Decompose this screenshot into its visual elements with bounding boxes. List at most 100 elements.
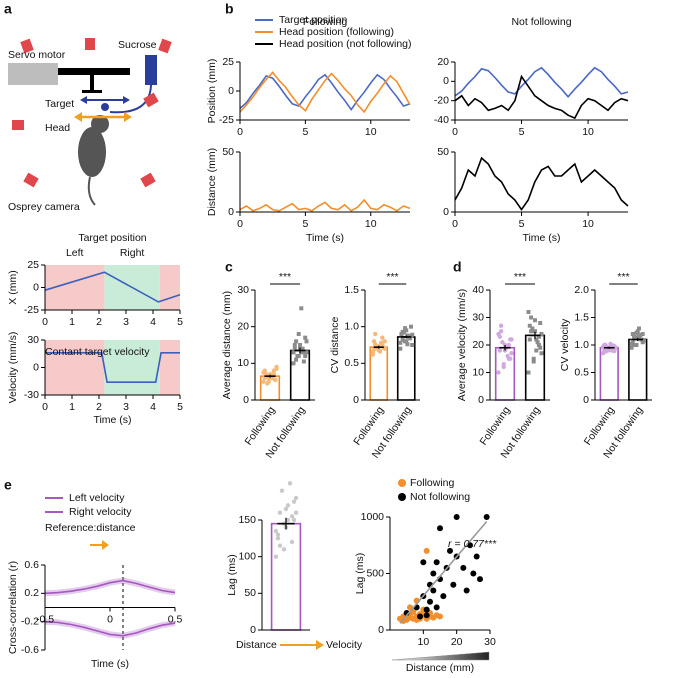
x-tick-label: 3 [123,401,129,413]
data-point [539,332,544,336]
data-point [529,329,534,334]
panel-label: b [225,1,234,17]
data-point [533,329,537,334]
data-point [477,576,483,583]
panel-label: c [225,259,233,275]
legend-label: Head position (not following) [279,38,412,50]
data-point [501,362,506,367]
y-tick-label: 1.5 [574,311,589,323]
data-point [531,356,536,361]
data-point [295,354,300,358]
data-point [498,323,504,328]
x-tick-label: 0 [42,316,48,328]
servo-motor [8,63,58,85]
data-point [423,547,430,554]
tube [109,84,152,114]
y-tick-label: 20 [472,339,484,351]
x-tick-label: 5 [302,218,308,230]
y-tick-label: 0 [243,394,249,406]
y-tick-label: 20 [437,56,449,68]
y-tick-label: 0 [443,206,449,218]
data-point [275,532,281,537]
y-tick-label: 20 [237,320,249,332]
diagram-label: Osprey camera [8,201,80,213]
camera [85,38,95,50]
data-point [293,510,299,515]
y-tick-label: 1.5 [344,284,359,296]
data-point [372,331,378,337]
y-axis-label: Velocity (mm/s) [7,332,19,404]
y-tick-label: 1000 [361,511,385,523]
y-tick-label: 0.5 [574,366,589,378]
y-tick-label: 1.0 [344,320,359,332]
data-point [287,481,293,486]
legend-label: Target position [279,14,347,26]
legend-label: Head position (following) [279,26,394,38]
data-point [470,570,477,577]
y-tick-label: 10 [237,357,249,369]
diagram-label: Servo motor [8,49,66,61]
region-label: Left [66,247,84,259]
x-tick-label: 10 [365,126,377,138]
y-tick-label: 0 [378,624,384,636]
data-point [437,525,443,532]
data-point [526,310,531,314]
series-line [239,71,411,114]
y-tick-label: 0 [478,394,484,406]
x-tick-label: 0 [107,613,113,625]
target [101,103,109,111]
x-tick-label: 0 [237,218,243,230]
y-tick-label: 10 [472,366,484,378]
data-point [404,339,409,344]
x-tick-label: 1 [69,316,75,328]
data-point [380,335,385,340]
panel-label: e [4,477,12,493]
data-point [291,499,297,504]
series-line [44,579,176,595]
rod [90,75,94,93]
x-tick-label: 10 [365,218,377,230]
data-point [498,329,504,334]
y-tick-label: -40 [434,114,449,126]
chart-title: Following [303,16,348,28]
y-tick-label: 25 [222,56,234,68]
rod [58,68,130,75]
data-point [530,326,535,331]
data-point [294,357,299,362]
series-line [454,156,629,212]
data-point [500,340,505,345]
data-point [447,547,453,554]
y-tick-label: 150 [238,514,256,526]
y-tick-label: 30 [27,334,39,346]
data-point [527,337,532,342]
y-tick-label: 1.0 [574,339,589,351]
data-point [640,332,645,336]
data-point [291,350,296,355]
data-point [404,328,409,333]
data-point [509,351,514,356]
data-point [407,336,412,341]
legend-swatch [398,493,406,501]
y-tick-label: 0 [228,85,234,97]
x-tick-label: 0 [452,218,458,230]
panel-label: d [453,259,462,275]
y-tick-label: 0.6 [24,559,39,571]
annotation: *** [514,271,526,283]
diagram-label: Target [45,98,74,110]
data-point [430,570,437,577]
y-tick-label: 25 [27,259,39,271]
data-point [473,553,480,560]
data-point [400,329,405,334]
annotation: *** [617,271,629,283]
data-point [505,353,510,359]
arrowhead [316,640,324,650]
sucrose-tube [145,55,157,85]
data-point [275,536,281,541]
y-tick-label: 0.2 [24,587,39,599]
y-tick-label: -25 [219,114,234,126]
data-point [403,326,408,331]
data-point [433,559,440,566]
x-tick-label: 0 [237,126,243,138]
data-point [301,359,306,364]
data-point [400,337,405,342]
